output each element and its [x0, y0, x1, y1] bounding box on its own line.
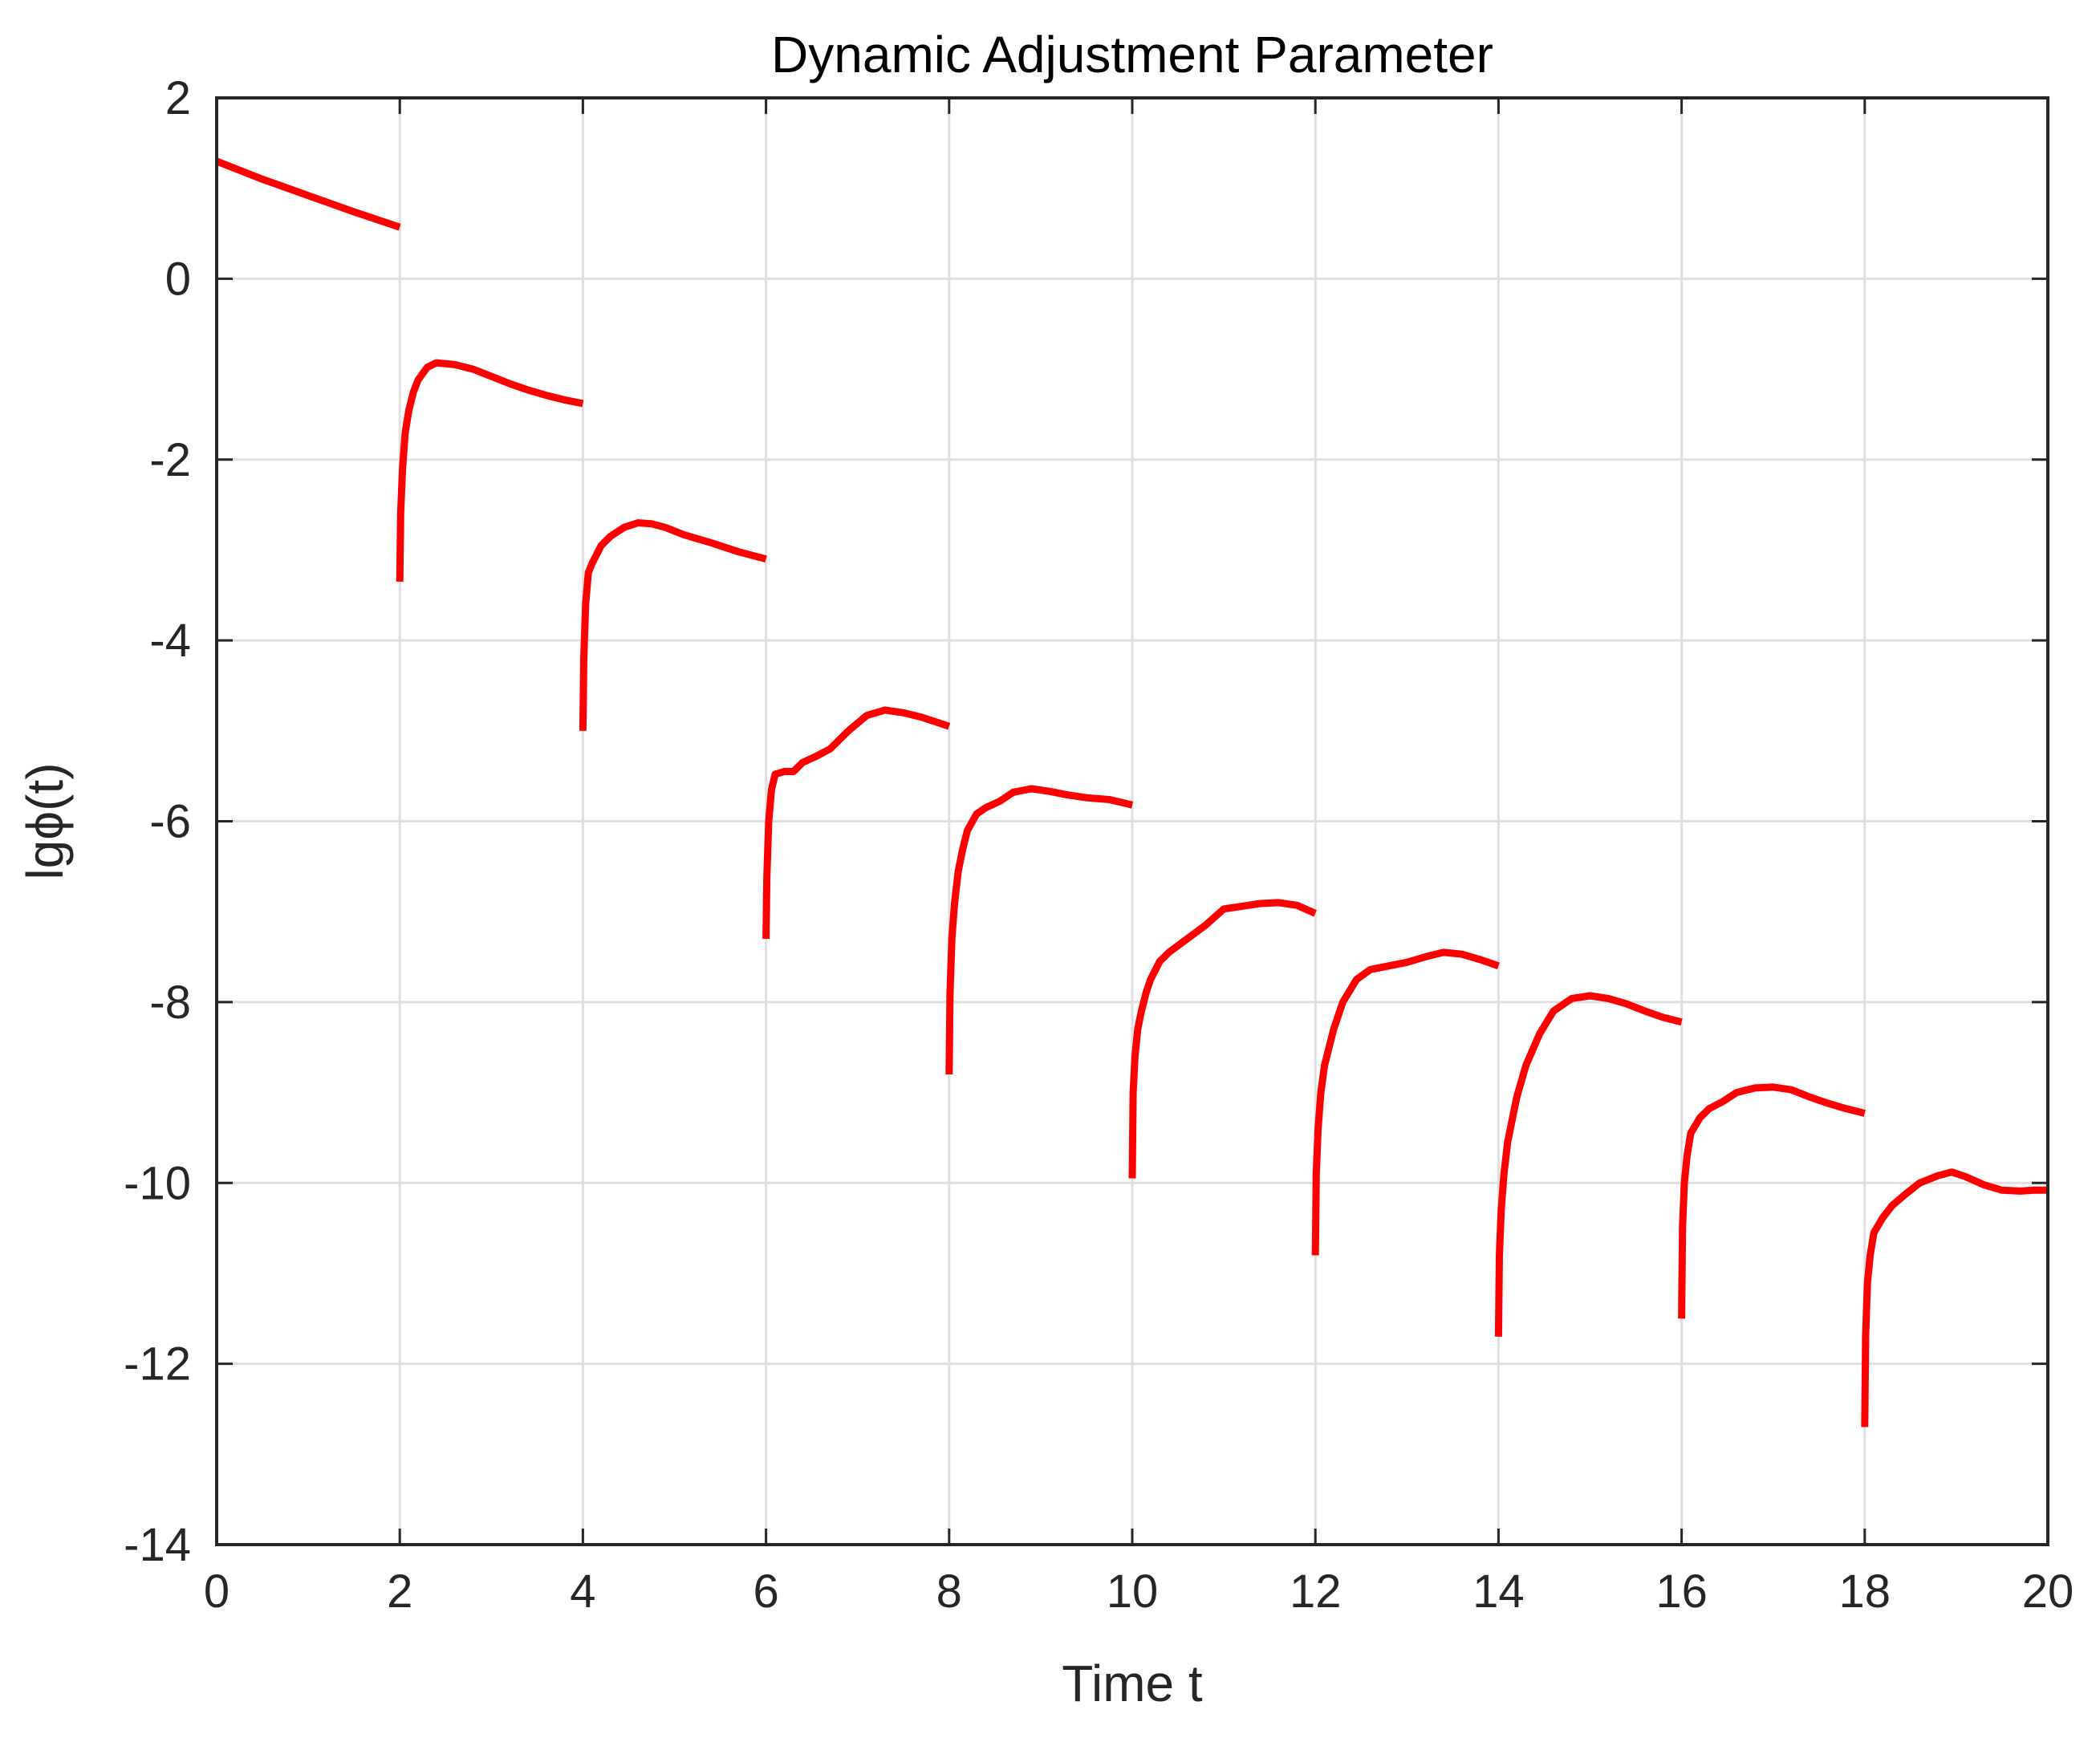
chart-title: Dynamic Adjustment Parameter	[771, 26, 1493, 83]
y-tick-labels: 2 0 -2 -4 -6 -8 -10 -12 -14	[124, 72, 191, 1571]
x-tick-label: 6	[753, 1565, 778, 1618]
series-segment	[1128, 899, 1318, 1179]
series-segment	[945, 785, 1134, 1075]
y-tick-label: -14	[124, 1519, 191, 1571]
x-tick-label: 20	[2022, 1565, 2074, 1618]
y-tick-label: -4	[149, 615, 191, 667]
series-segment	[1311, 948, 1500, 1256]
x-tick-label: 14	[1472, 1565, 1525, 1618]
x-tick-label: 10	[1107, 1565, 1159, 1618]
series-segment	[579, 519, 767, 731]
y-axis-label: lgϕ(t)	[16, 762, 74, 879]
x-tick-label: 4	[570, 1565, 595, 1618]
x-tick-label: 0	[204, 1565, 229, 1618]
series-segment	[1678, 1083, 1866, 1319]
x-tick-label: 12	[1290, 1565, 1342, 1618]
x-tick-label: 8	[936, 1565, 962, 1618]
y-tick-label: 0	[165, 253, 191, 305]
series-segment	[1494, 992, 1683, 1337]
grid	[217, 98, 2048, 1545]
x-tick-label: 18	[1839, 1565, 1891, 1618]
series-segment	[215, 157, 401, 231]
tick-marks	[215, 96, 2049, 1546]
x-tick-labels: 0 2 4 6 8 10 12 14 16 18 20	[204, 1565, 2074, 1618]
y-tick-label: -12	[124, 1338, 191, 1391]
y-tick-label: -8	[149, 977, 191, 1029]
x-tick-label: 2	[387, 1565, 412, 1618]
x-tick-label: 16	[1655, 1565, 1708, 1618]
y-tick-label: -6	[149, 796, 191, 848]
series-segment	[762, 706, 951, 940]
y-tick-label: -2	[149, 434, 191, 486]
series-segment	[396, 359, 584, 582]
series-segment	[1861, 1168, 2048, 1427]
y-tick-label: 2	[165, 72, 191, 124]
x-axis-label: Time t	[1062, 1655, 1203, 1712]
plot-lines	[215, 157, 2048, 1427]
y-tick-label: -10	[124, 1157, 191, 1209]
